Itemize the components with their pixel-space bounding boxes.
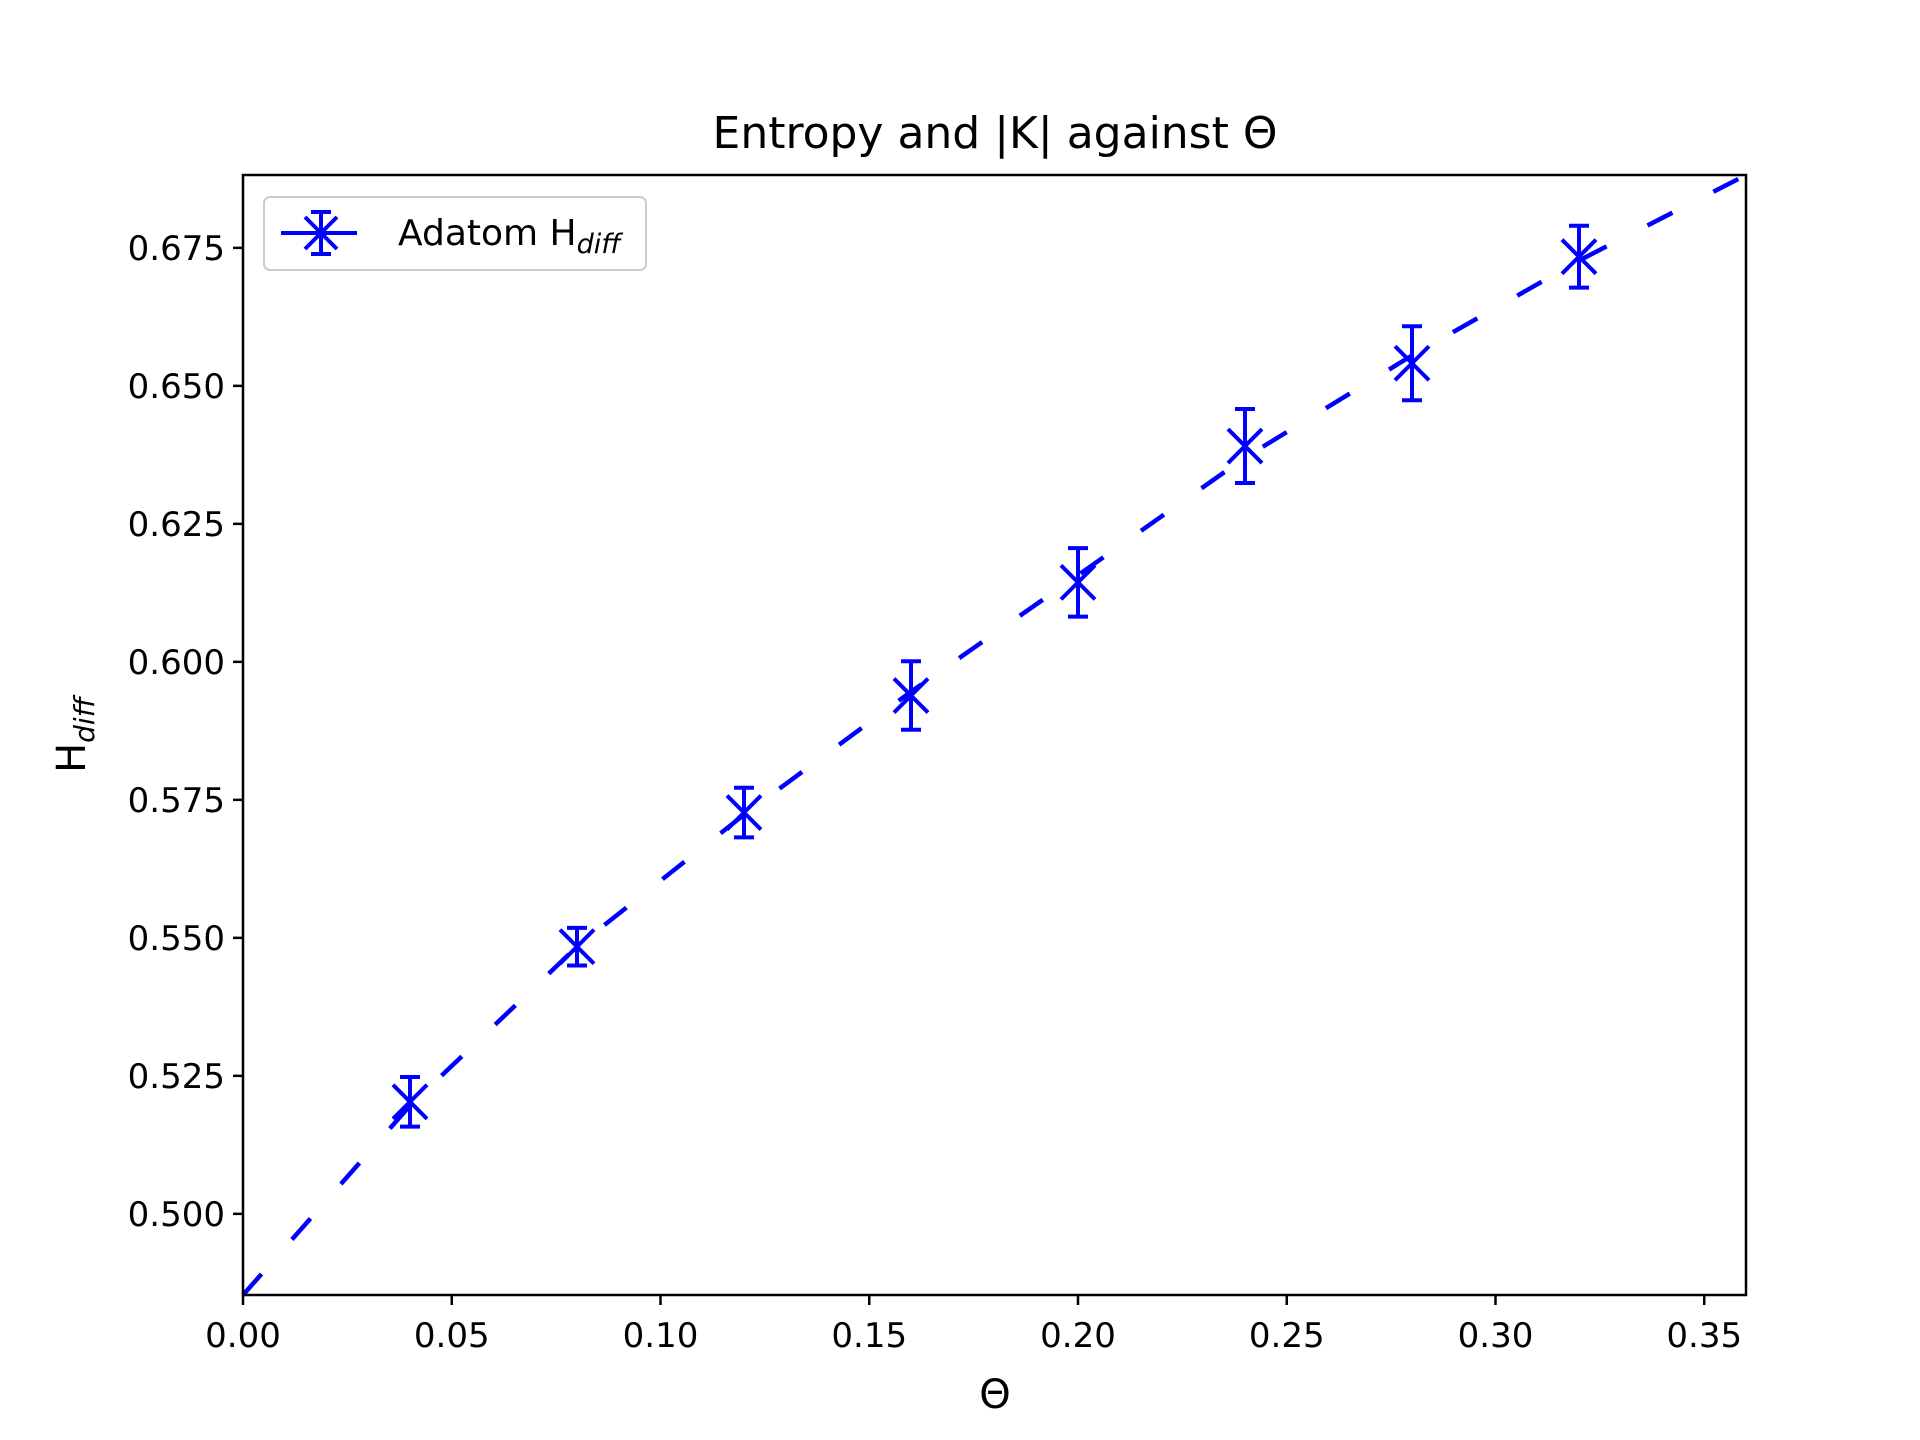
x-tick-label: 0.15 — [831, 1316, 907, 1356]
x-tick-label: 0.05 — [414, 1316, 490, 1356]
point-marker-stroke-b — [1393, 344, 1431, 382]
data-point — [1226, 407, 1264, 486]
point-marker-stroke-b — [1226, 427, 1264, 465]
data-point — [558, 925, 596, 968]
point-marker-stroke-b — [558, 928, 596, 966]
point-marker-stroke-b — [725, 794, 763, 831]
y-tick-label: 0.525 — [128, 1057, 225, 1097]
y-axis-label: Hdiff — [49, 694, 101, 773]
y-tick-label: 0.575 — [128, 781, 225, 821]
x-axis-ticks: 0.00 0.05 0.10 0.15 0.20 0.25 0.30 0.35 — [205, 1295, 1742, 1356]
plot-area — [241, 172, 1748, 1297]
x-tick-label: 0.30 — [1458, 1316, 1534, 1356]
y-axis-ticks: 0.500 0.525 0.550 0.575 0.600 0.625 0.650 0.675 — [128, 229, 243, 1235]
data-point — [1393, 324, 1431, 403]
data-point — [892, 659, 930, 732]
y-tick-label: 0.500 — [128, 1195, 225, 1235]
chart-title: Entropy and |K| against Θ — [713, 108, 1278, 159]
x-tick-label: 0.10 — [623, 1316, 699, 1356]
point-marker-stroke-b — [1560, 238, 1598, 276]
point-marker-stroke-b — [391, 1083, 429, 1121]
plot-background — [243, 175, 1746, 1295]
legend-marker — [281, 210, 357, 256]
data-point — [725, 785, 763, 840]
y-tick-label: 0.625 — [128, 505, 225, 545]
data-point — [391, 1074, 429, 1129]
y-tick-label: 0.600 — [128, 643, 225, 683]
legend-box — [263, 196, 647, 271]
x-tick-label: 0.00 — [205, 1316, 281, 1356]
y-axis-label-sub: diff — [68, 694, 101, 743]
points-layer — [391, 223, 1598, 1129]
x-tick-label: 0.25 — [1249, 1316, 1325, 1356]
legend-label-sub: diff — [577, 229, 624, 260]
point-marker-stroke-b — [1059, 563, 1097, 601]
y-tick-label: 0.675 — [128, 229, 225, 269]
x-axis-label: Θ — [979, 1372, 1010, 1418]
legend-label-main: Adatom H — [398, 213, 577, 254]
legend: Adatom Hdiff — [263, 196, 647, 271]
x-tick-label: 0.35 — [1666, 1316, 1742, 1356]
plot-frame — [241, 173, 1748, 1297]
data-point — [1059, 546, 1097, 619]
legend-label: Adatom Hdiff — [398, 213, 623, 260]
y-axis-label-main: H — [49, 743, 95, 773]
y-tick-label: 0.650 — [128, 367, 225, 407]
data-point — [1560, 223, 1598, 290]
y-tick-label: 0.550 — [128, 919, 225, 959]
point-marker-stroke-b — [892, 677, 930, 714]
x-tick-label: 0.20 — [1040, 1316, 1116, 1356]
